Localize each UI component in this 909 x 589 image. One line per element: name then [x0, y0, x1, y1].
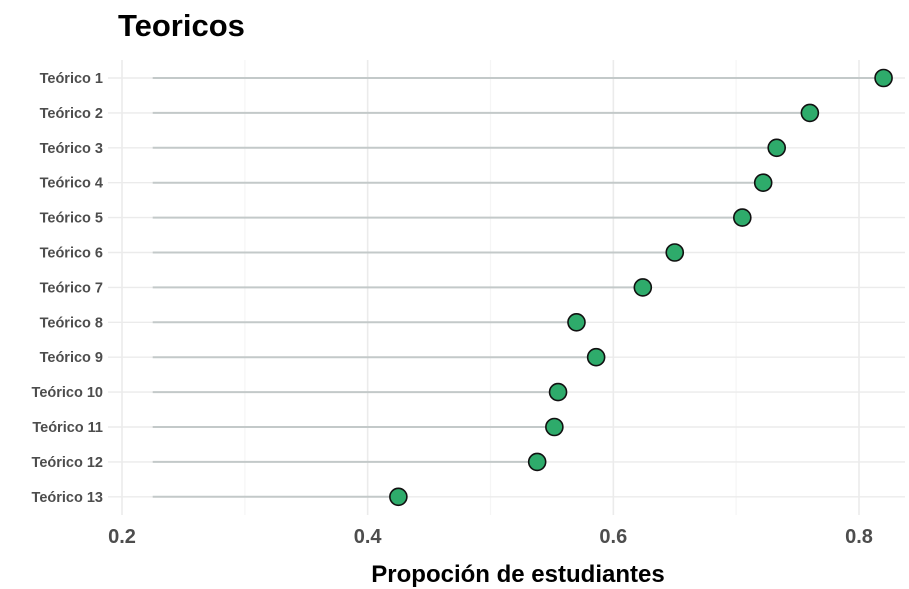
lollipop-point [633, 278, 653, 297]
lollipop-point [800, 103, 820, 123]
y-tick-label: Teórico 3 [40, 141, 103, 157]
x-tick-label: 0.4 [354, 526, 383, 548]
lollipop-point [874, 68, 893, 88]
chart-title: Teoricos [118, 8, 245, 43]
lollipop-point [665, 243, 685, 262]
lollipop-point [767, 138, 787, 158]
lollipop-point [389, 487, 408, 507]
x-tick-label: 0.2 [108, 526, 136, 548]
lollipop-point [586, 347, 606, 367]
x-tick-labels: 0.2 0.4 0.6 0.8 [108, 526, 873, 548]
y-tick-label: Teórico 6 [40, 246, 103, 262]
lollipop-point [733, 208, 752, 227]
x-tick-label: 0.8 [845, 526, 873, 548]
y-tick-label: Teórico 13 [32, 490, 103, 506]
y-tick-label: Teórico 8 [40, 315, 103, 331]
y-tick-label: Teórico 11 [32, 420, 103, 436]
y-tick-label: Teórico 7 [40, 280, 103, 296]
lollipop-point [548, 382, 568, 402]
y-tick-label: Teórico 4 [40, 176, 103, 192]
lollipop-point [753, 173, 773, 192]
lollipop-point [527, 452, 547, 472]
y-tick-label: Teórico 1 [40, 71, 103, 87]
y-tick-labels: Teórico 1 Teórico 2 Teórico 3 Teórico 4 Teór… [32, 71, 103, 506]
y-tick-label: Teórico 10 [32, 385, 103, 401]
lollipop-point [545, 417, 564, 437]
y-tick-label: Teórico 2 [40, 106, 103, 122]
x-tick-label: 0.6 [599, 526, 627, 548]
y-tick-label: Teórico 5 [40, 211, 103, 227]
y-tick-label: Teórico 12 [32, 455, 103, 471]
y-tick-label: Teórico 9 [40, 350, 103, 366]
x-axis-label: Propoción de estudiantes [371, 561, 664, 588]
points [389, 68, 893, 507]
stems [152, 77, 884, 498]
lollipop-point [567, 312, 586, 332]
